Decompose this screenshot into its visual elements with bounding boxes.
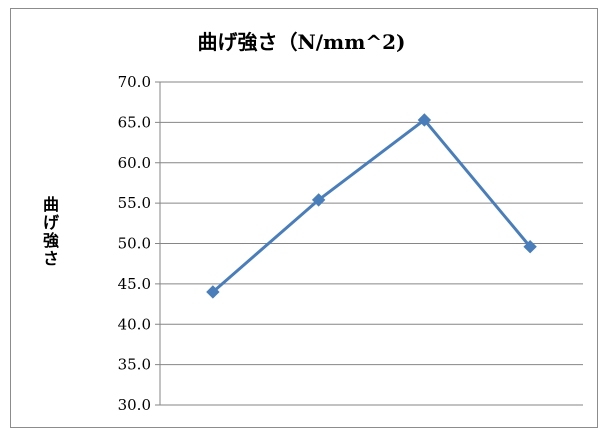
data-point-marker	[311, 193, 326, 207]
y-tick-label: 45.0	[118, 275, 151, 293]
y-tick-label: 65.0	[118, 113, 151, 131]
y-tick-label: 60.0	[118, 154, 151, 172]
chart-frame	[10, 8, 598, 428]
y-tick-label: 35.0	[118, 356, 151, 374]
chart-title: 曲げ強さ（N/mm^2)	[197, 30, 406, 54]
series-line	[211, 118, 532, 294]
y-axis-label: 曲げ強さ	[42, 195, 59, 268]
y-tick-label: 50.0	[118, 235, 151, 253]
data-point-marker	[417, 113, 432, 127]
y-tick-label: 30.0	[118, 396, 151, 414]
y-tick-label: 40.0	[118, 315, 151, 333]
y-tick-label: 55.0	[118, 194, 151, 212]
data-point-marker	[206, 285, 220, 299]
data-point-marker	[523, 240, 537, 254]
y-tick-label: 70.0	[118, 73, 151, 91]
